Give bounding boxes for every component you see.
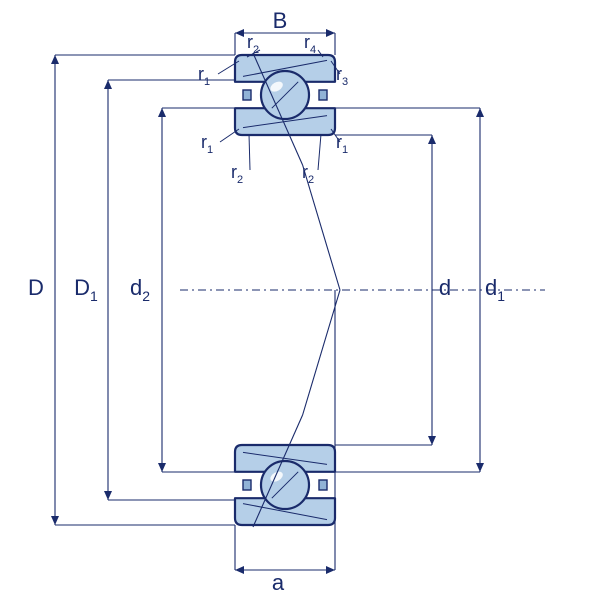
svg-text:d: d [439,275,451,300]
svg-text:a: a [272,570,285,595]
svg-text:D: D [28,275,44,300]
svg-text:B: B [273,8,288,33]
